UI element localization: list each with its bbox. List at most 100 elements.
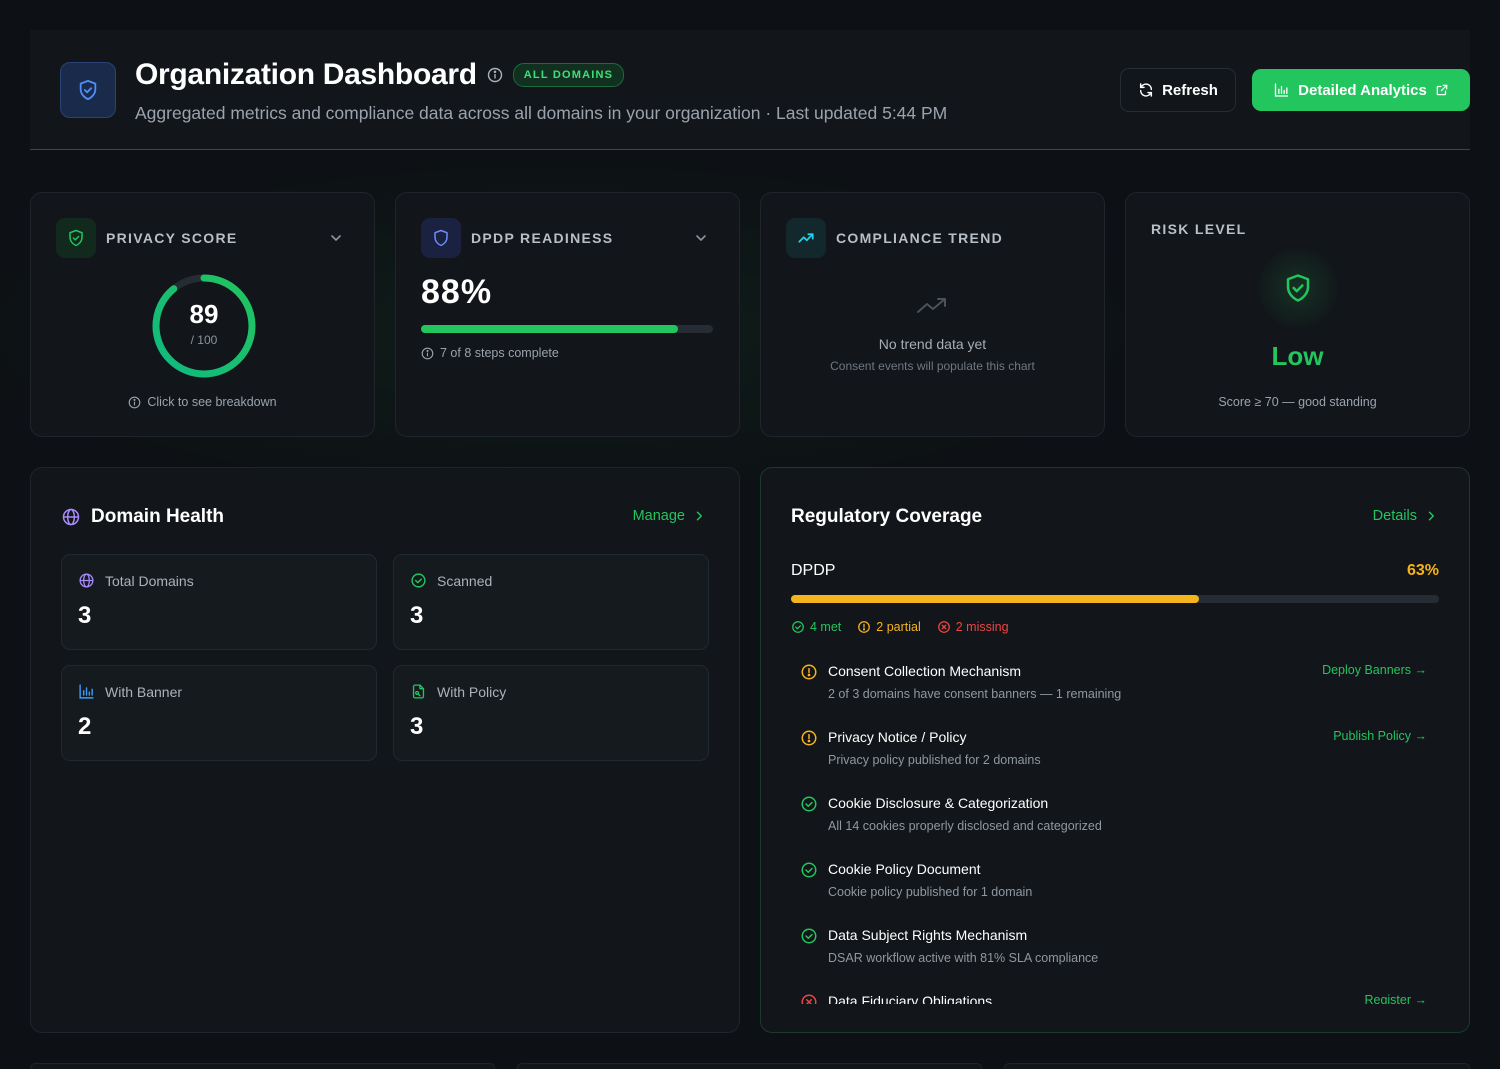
dpdp-progress-fill: [421, 325, 678, 333]
dpdp-steps: 7 of 8 steps complete: [421, 346, 559, 360]
register-link[interactable]: Register →: [1364, 993, 1427, 1004]
partial-count: 2 partial: [857, 620, 921, 634]
requirement-item: Cookie Disclosure & Categorization All 1…: [791, 792, 1439, 858]
privacy-score-icon-box: [56, 218, 96, 258]
info-icon: [129, 396, 141, 408]
compliance-trend-card: COMPLIANCE TREND No trend data yet Conse…: [760, 192, 1105, 437]
dpdp-steps-text: 7 of 8 steps complete: [440, 346, 559, 360]
met-count-text: 4 met: [810, 620, 842, 634]
privacy-score-value: 89: [189, 299, 219, 329]
logo-shield: [60, 62, 116, 118]
bar-chart-icon: [1274, 83, 1289, 97]
refresh-icon: [1139, 83, 1153, 97]
stat-total-domains: Total Domains 3: [61, 554, 377, 650]
alert-circle-icon: [801, 730, 817, 746]
chevron-down-icon[interactable]: [328, 230, 344, 246]
regulation-name: DPDP: [791, 562, 836, 579]
chevron-down-icon[interactable]: [693, 230, 709, 246]
publish-policy-link[interactable]: Publish Policy →: [1333, 729, 1427, 743]
lower-card-edge: [1004, 1063, 1470, 1069]
manage-link[interactable]: Manage: [633, 508, 705, 524]
stat-with-policy: With Policy 3: [393, 665, 709, 761]
globe-icon: [79, 573, 94, 588]
regulatory-coverage-title: Regulatory Coverage: [791, 506, 983, 527]
shield-check-icon: [79, 79, 97, 101]
risk-level-label: RISK LEVEL: [1151, 221, 1247, 237]
requirement-title: Privacy Notice / Policy: [828, 729, 967, 745]
trending-up-icon: [917, 298, 946, 313]
external-link-icon: [1436, 84, 1448, 96]
requirement-title: Cookie Disclosure & Categorization: [828, 795, 1049, 811]
requirement-description: 2 of 3 domains have consent banners — 1 …: [828, 687, 1122, 701]
shield-check-icon: [69, 229, 83, 247]
x-circle-icon: [801, 994, 817, 1004]
domain-health-title: Domain Health: [91, 506, 225, 527]
requirement-description: Cookie policy published for 1 domain: [828, 885, 1033, 899]
dpdp-icon-box: [421, 218, 461, 258]
detailed-analytics-label: Detailed Analytics: [1298, 81, 1427, 99]
detailed-analytics-button[interactable]: Detailed Analytics: [1252, 69, 1470, 111]
requirement-counts: 4 met 2 partial 2 missing: [791, 620, 1009, 634]
privacy-score-ring: [152, 274, 256, 378]
stat-value: 3: [410, 713, 424, 740]
refresh-label: Refresh: [1162, 81, 1218, 99]
stat-value: 3: [78, 602, 92, 629]
x-circle-icon: [937, 621, 950, 633]
met-count: 4 met: [791, 620, 841, 634]
requirement-item: Data Subject Rights Mechanism DSAR workf…: [791, 924, 1439, 990]
alert-circle-icon: [801, 664, 817, 680]
regulation-progress-bar: [791, 595, 1439, 603]
risk-shield-halo: [1258, 248, 1338, 328]
stat-value: 2: [78, 713, 92, 740]
requirement-title: Cookie Policy Document: [828, 861, 981, 877]
details-link-label: Details: [1372, 508, 1417, 524]
globe-icon: [62, 508, 80, 526]
page-header: Organization Dashboard ALL DOMAINS Aggre…: [30, 30, 1470, 150]
no-trend-title: No trend data yet: [878, 336, 987, 352]
chevron-right-icon: [1428, 511, 1434, 521]
deploy-banners-link[interactable]: Deploy Banners →: [1322, 663, 1427, 677]
risk-level-value: Low: [1271, 341, 1324, 371]
lower-card-edge: [30, 1063, 495, 1069]
regulatory-coverage-panel: Regulatory Coverage Details DPDP 63% 4 m…: [760, 467, 1470, 1033]
info-icon: [421, 347, 434, 359]
requirement-description: Privacy policy published for 2 domains: [828, 753, 1041, 767]
refresh-button[interactable]: Refresh: [1120, 68, 1236, 112]
alert-circle-icon: [858, 621, 871, 633]
scope-badge: ALL DOMAINS: [512, 63, 625, 87]
manage-link-label: Manage: [632, 508, 685, 524]
info-icon[interactable]: [487, 67, 503, 83]
partial-count-text: 2 partial: [876, 620, 921, 634]
stat-label: Total Domains: [105, 572, 194, 589]
privacy-score-card[interactable]: PRIVACY SCORE 89 / 100 Click to see brea…: [30, 192, 375, 437]
requirement-item: Privacy Notice / Policy Privacy policy p…: [791, 726, 1439, 792]
lower-card-edge: [517, 1063, 982, 1069]
shield-icon: [434, 229, 448, 247]
dpdp-readiness-card[interactable]: DPDP READINESS 88% 7 of 8 steps complete: [395, 192, 740, 437]
dpdp-readiness-value: 88%: [421, 273, 493, 311]
requirement-title: Data Subject Rights Mechanism: [828, 927, 1028, 943]
page-subtitle: Aggregated metrics and compliance data a…: [135, 103, 948, 123]
requirement-item: Consent Collection Mechanism 2 of 3 doma…: [791, 660, 1439, 726]
trending-up-icon: [798, 233, 814, 243]
requirement-title: Data Fiduciary Obligations: [828, 993, 993, 1004]
stat-label: With Policy: [437, 683, 507, 700]
stat-scanned: Scanned 3: [393, 554, 709, 650]
requirement-list: Consent Collection Mechanism 2 of 3 doma…: [791, 660, 1439, 1004]
privacy-score-footer[interactable]: Click to see breakdown: [31, 395, 374, 409]
page-title: Organization Dashboard: [135, 58, 477, 91]
no-trend-subtitle: Consent events will populate this chart: [830, 359, 1035, 373]
requirement-description: All 14 cookies properly disclosed and ca…: [828, 819, 1102, 833]
compliance-trend-label: COMPLIANCE TREND: [836, 230, 1004, 246]
details-link[interactable]: Details: [1373, 508, 1437, 524]
shield-check-icon: [1286, 274, 1310, 302]
stat-value: 3: [410, 602, 424, 629]
privacy-score-label: PRIVACY SCORE: [106, 230, 238, 246]
domain-health-panel: Domain Health Manage Total Domains 3 Sca…: [30, 467, 740, 1033]
privacy-score-footer-text: Click to see breakdown: [147, 395, 277, 409]
risk-level-footer: Score ≥ 70 — good standing: [1218, 395, 1377, 409]
check-circle-icon: [411, 573, 426, 588]
regulation-progress-fill: [791, 595, 1200, 603]
requirement-item: Cookie Policy Document Cookie policy pub…: [791, 858, 1439, 924]
dpdp-progress-bar: [421, 325, 713, 333]
